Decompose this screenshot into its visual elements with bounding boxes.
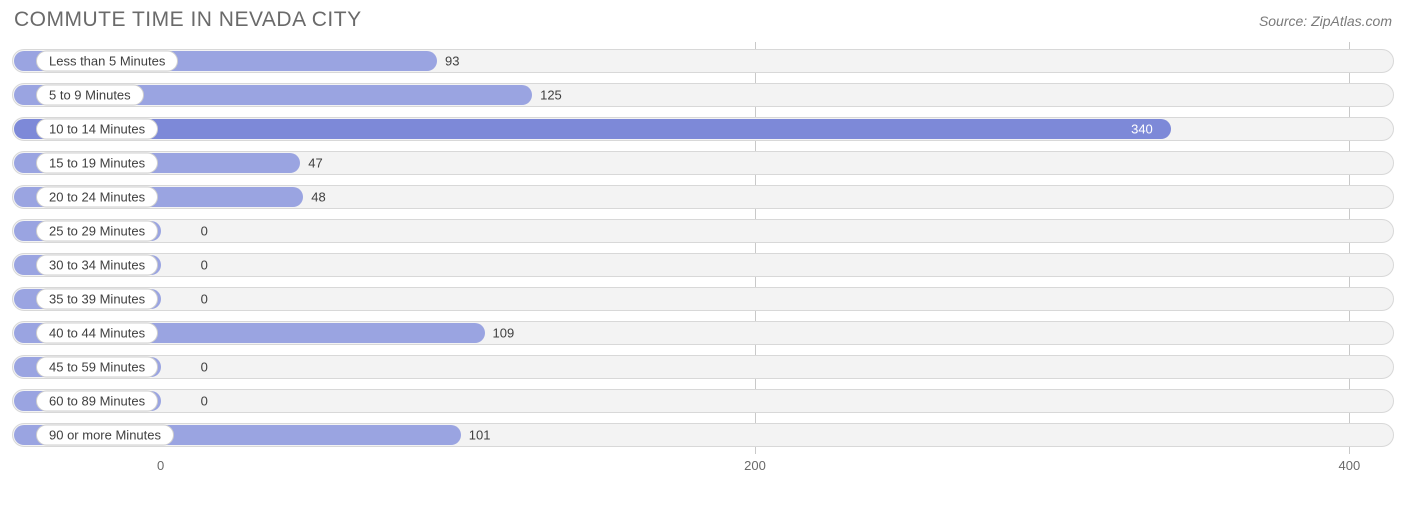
bar-row: 35 to 39 Minutes 0 [12, 286, 1394, 312]
bar-track [12, 219, 1394, 243]
category-pill: Less than 5 Minutes [36, 51, 178, 72]
bar-track [12, 287, 1394, 311]
category-pill: 35 to 39 Minutes [36, 289, 158, 310]
value-label: 0 [201, 360, 208, 375]
chart-area: Less than 5 Minutes 93 5 to 9 Minutes 125 10… [0, 42, 1406, 482]
value-label: 125 [540, 88, 562, 103]
value-label: 47 [308, 156, 322, 171]
bar-row: 25 to 29 Minutes 0 [12, 218, 1394, 244]
category-pill: 60 to 89 Minutes [36, 391, 158, 412]
bar-fill [14, 119, 1171, 139]
bar-row: 60 to 89 Minutes 0 [12, 388, 1394, 414]
bar-track [12, 253, 1394, 277]
bar-row: 10 to 14 Minutes 340 [12, 116, 1394, 142]
chart-title: COMMUTE TIME IN NEVADA CITY [14, 8, 362, 32]
value-label: 48 [311, 190, 325, 205]
chart-source: Source: ZipAtlas.com [1259, 13, 1392, 29]
x-tick-label: 0 [157, 458, 164, 473]
x-axis: 0 200 400 [12, 454, 1394, 482]
value-label: 93 [445, 54, 459, 69]
category-pill: 15 to 19 Minutes [36, 153, 158, 174]
category-pill: 20 to 24 Minutes [36, 187, 158, 208]
value-label: 0 [201, 292, 208, 307]
chart-plot: Less than 5 Minutes 93 5 to 9 Minutes 125 10… [12, 42, 1394, 482]
bar-row: 20 to 24 Minutes 48 [12, 184, 1394, 210]
category-pill: 40 to 44 Minutes [36, 323, 158, 344]
value-label: 340 [1131, 122, 1153, 137]
value-label: 0 [201, 224, 208, 239]
bar-track [12, 389, 1394, 413]
category-pill: 25 to 29 Minutes [36, 221, 158, 242]
value-label: 109 [493, 326, 515, 341]
category-pill: 45 to 59 Minutes [36, 357, 158, 378]
bar-row: 90 or more Minutes 101 [12, 422, 1394, 448]
chart-bars: Less than 5 Minutes 93 5 to 9 Minutes 125 10… [12, 42, 1394, 454]
bar-row: Less than 5 Minutes 93 [12, 48, 1394, 74]
bar-row: 5 to 9 Minutes 125 [12, 82, 1394, 108]
bar-row: 40 to 44 Minutes 109 [12, 320, 1394, 346]
value-label: 101 [469, 428, 491, 443]
category-pill: 30 to 34 Minutes [36, 255, 158, 276]
bar-track [12, 355, 1394, 379]
value-label: 0 [201, 394, 208, 409]
category-pill: 10 to 14 Minutes [36, 119, 158, 140]
chart-header: COMMUTE TIME IN NEVADA CITY Source: ZipA… [0, 0, 1406, 42]
category-pill: 90 or more Minutes [36, 425, 174, 446]
bar-row: 45 to 59 Minutes 0 [12, 354, 1394, 380]
x-tick-label: 400 [1339, 458, 1361, 473]
category-pill: 5 to 9 Minutes [36, 85, 144, 106]
x-tick-label: 200 [744, 458, 766, 473]
bar-row: 30 to 34 Minutes 0 [12, 252, 1394, 278]
bar-row: 15 to 19 Minutes 47 [12, 150, 1394, 176]
value-label: 0 [201, 258, 208, 273]
